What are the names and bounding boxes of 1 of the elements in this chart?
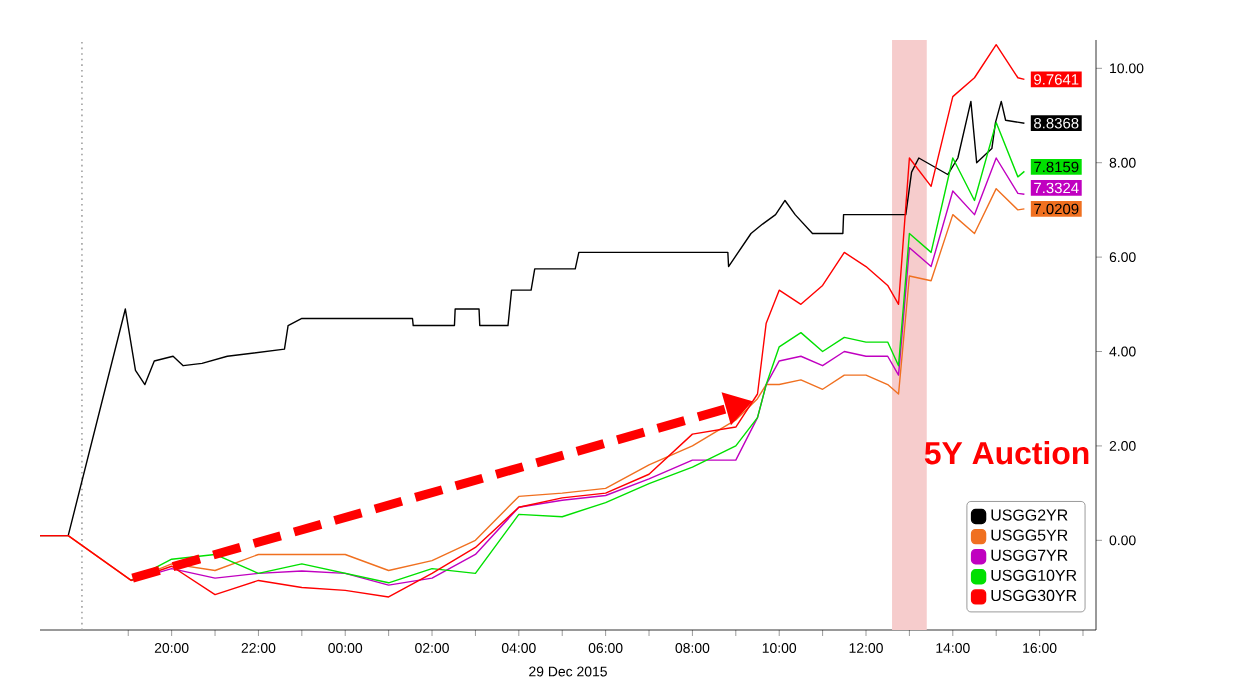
band-label: 5Y Auction	[924, 440, 1089, 465]
